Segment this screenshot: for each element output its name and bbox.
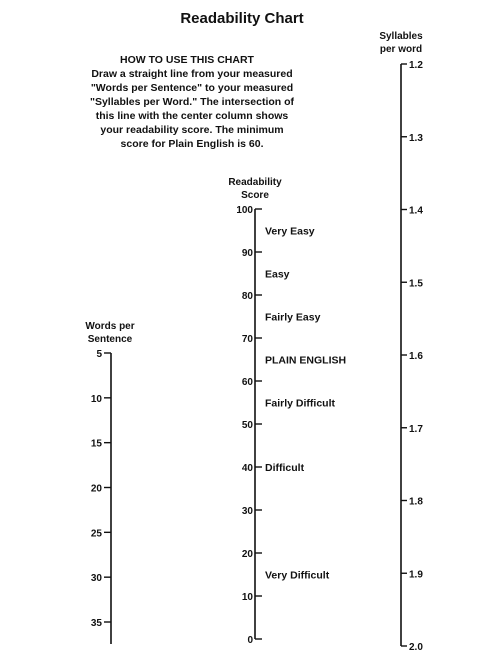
score-tick-label: 20 [242, 549, 254, 560]
syllables-tick-label: 1.4 [409, 206, 423, 217]
words-per-sentence-axis: 5 10 15 20 25 30 35 [91, 349, 111, 644]
score-tick-label: 40 [242, 463, 254, 474]
syllables-tick-label: 1.5 [409, 278, 423, 289]
score-band-label: Fairly Easy [265, 312, 321, 324]
words-tick-label: 10 [91, 394, 103, 405]
score-tick-label: 50 [242, 420, 254, 431]
instructions-line: this line with the center column shows [96, 110, 289, 122]
axis-label-line: Sentence [88, 334, 133, 345]
score-tick-label: 30 [242, 506, 254, 517]
score-tick-label: 70 [242, 334, 254, 345]
score-tick-label: 60 [242, 377, 254, 388]
instructions-line: your readability score. The minimum [100, 124, 283, 136]
instructions-line: "Words per Sentence" to your measured [91, 82, 293, 94]
score-band-label: Very Difficult [265, 570, 330, 582]
axis-label-line: Words per [85, 321, 134, 332]
score-tick-label: 90 [242, 248, 254, 259]
syllables-tick-label: 2.0 [409, 642, 423, 653]
axis-label-line: Syllables [379, 31, 423, 42]
words-tick-label: 35 [91, 618, 103, 629]
syllables-tick-label: 1.7 [409, 424, 423, 435]
score-tick-label: 100 [236, 205, 253, 216]
axis-label-line: Readability [228, 177, 282, 188]
words-tick-label: 25 [91, 528, 103, 539]
chart-title: Readability Chart [180, 10, 303, 27]
score-band-label: Fairly Difficult [265, 398, 336, 410]
score-tick-label: 80 [242, 291, 254, 302]
readability-score-axis-label: Readability Score [228, 177, 282, 201]
instructions-line: "Syllables per Word." The intersection o… [90, 96, 295, 108]
words-tick-label: 15 [91, 439, 103, 450]
words-tick-label: 20 [91, 484, 103, 495]
instructions-heading: HOW TO USE THIS CHART [120, 54, 255, 66]
score-tick-label: 0 [247, 635, 253, 646]
score-band-label: Very Easy [265, 226, 315, 238]
syllables-tick-label: 1.6 [409, 351, 423, 362]
score-band-label: PLAIN ENGLISH [265, 355, 346, 367]
axis-label-line: per word [380, 44, 422, 55]
syllables-tick-label: 1.3 [409, 133, 423, 144]
axis-label-line: Score [241, 190, 269, 201]
words-tick-label: 30 [91, 573, 103, 584]
words-per-sentence-axis-label: Words per Sentence [85, 321, 134, 345]
score-band-label: Easy [265, 269, 290, 281]
instructions-line: Draw a straight line from your measured [91, 68, 292, 80]
syllables-tick-label: 1.9 [409, 569, 423, 580]
syllables-tick-label: 1.2 [409, 60, 423, 71]
score-tick-label: 10 [242, 592, 254, 603]
instructions-line: score for Plain English is 60. [121, 138, 264, 150]
syllables-per-word-axis-label: Syllables per word [379, 31, 423, 55]
words-tick-label: 5 [96, 349, 102, 360]
instructions-block: HOW TO USE THIS CHART Draw a straight li… [90, 54, 295, 150]
score-band-label: Difficult [265, 462, 305, 474]
syllables-per-word-axis: 1.2 1.3 1.4 1.5 1.6 1.7 1.8 1.9 2.0 [401, 60, 423, 653]
syllables-tick-label: 1.8 [409, 497, 423, 508]
